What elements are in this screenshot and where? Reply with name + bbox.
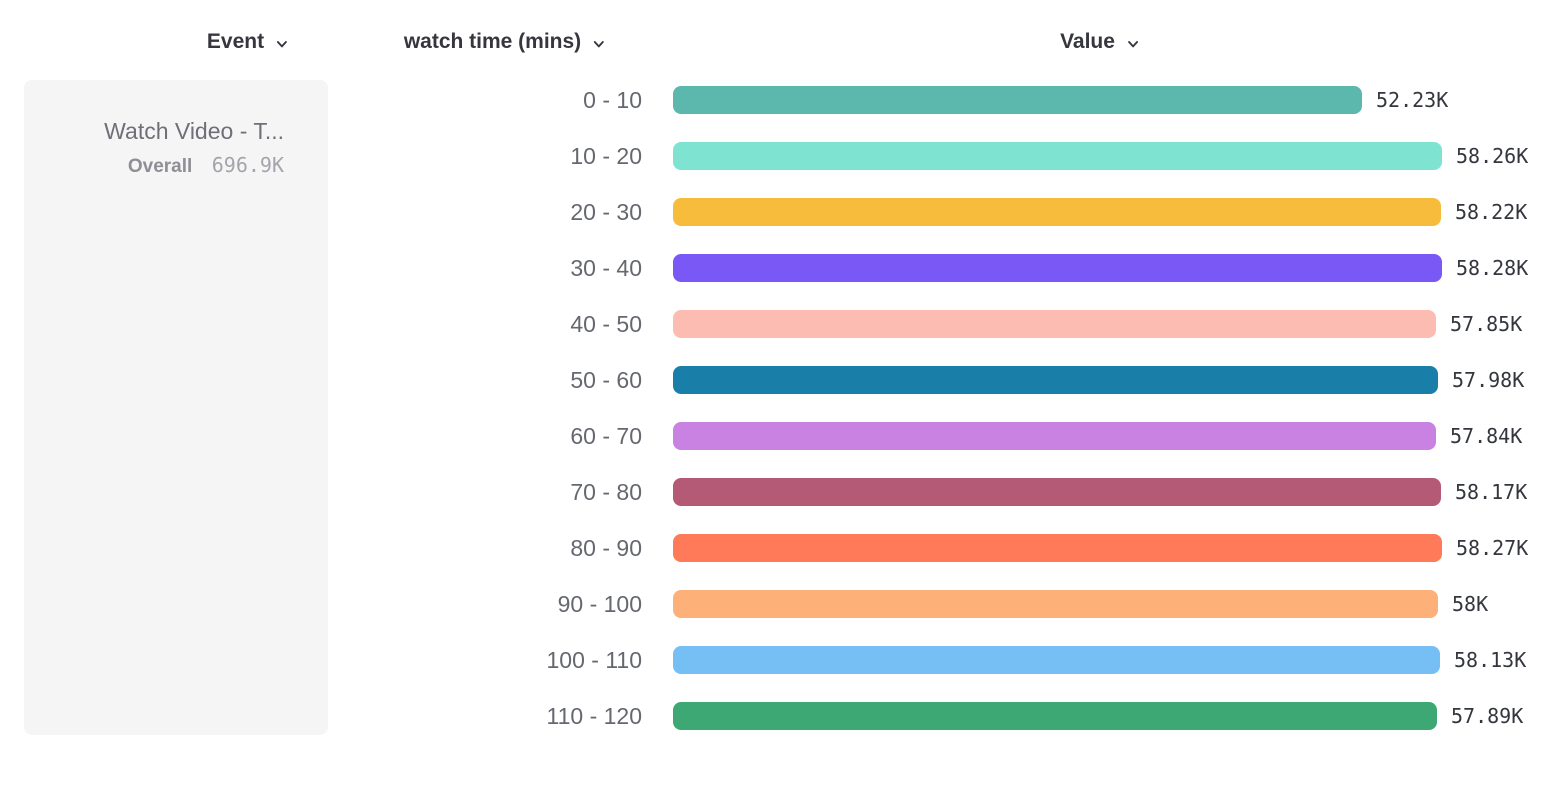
bucket-label: 20 - 30 [570,199,642,225]
value-bar[interactable] [673,86,1362,114]
value-bar[interactable] [673,422,1436,450]
value-header-label: Value [1060,30,1115,53]
value-label: 58K [1452,592,1489,616]
value-label: 58.17K [1455,480,1528,504]
bucket-label: 30 - 40 [570,255,642,281]
chart-row: 70 - 80 58.17K [0,478,1568,506]
value-label: 58.13K [1454,648,1527,672]
bucket-label: 70 - 80 [570,479,642,505]
event-title: Watch Video - T... [104,118,284,144]
value-label: 57.89K [1451,704,1524,728]
event-header-label: Event [206,30,265,53]
chart-row: 0 - 10 52.23K [0,86,1568,114]
bucket-label: 50 - 60 [570,367,642,393]
value-bar[interactable] [673,478,1441,506]
value-label: 57.98K [1452,368,1525,392]
value-bar[interactable] [673,702,1437,730]
overall-label: Overall [127,156,193,177]
bucket-label: 60 - 70 [570,423,642,449]
value-bar[interactable] [673,310,1436,338]
value-label: 58.26K [1456,144,1529,168]
value-bar[interactable] [673,142,1442,170]
value-label: 57.84K [1450,424,1523,448]
chart-row: 60 - 70 57.84K [0,422,1568,450]
value-column-header[interactable]: Value [1060,27,1140,57]
value-bar[interactable] [673,590,1438,618]
value-bar[interactable] [673,534,1442,562]
bucket-label: 90 - 100 [557,591,642,617]
chevron-down-icon [275,37,289,51]
bucket-label: 100 - 110 [546,647,642,673]
breakdown-header-label: watch time (mins) [403,30,582,53]
value-bar[interactable] [673,254,1442,282]
value-label: 52.23K [1376,88,1449,112]
chart-row: 100 - 110 58.13K [0,646,1568,674]
chevron-down-icon [592,37,606,51]
bucket-label: 80 - 90 [570,535,642,561]
event-card[interactable]: Watch Video - T... Overall 696.9K [24,80,328,735]
value-bar[interactable] [673,646,1440,674]
event-column-header[interactable]: Event [207,27,289,57]
value-bar[interactable] [673,366,1438,394]
value-label: 58.22K [1455,200,1528,224]
chart-row: 80 - 90 58.27K [0,534,1568,562]
chart-row: 50 - 60 57.98K [0,366,1568,394]
value-bar[interactable] [673,198,1441,226]
overall-value: 696.9K [211,153,284,177]
bucket-label: 40 - 50 [570,311,642,337]
value-label: 57.85K [1450,312,1523,336]
chart-row: 10 - 20 58.26K [0,142,1568,170]
breakdown-column-header[interactable]: watch time (mins) [404,27,606,57]
chevron-down-icon [1126,37,1140,51]
event-overall-line: Overall 696.9K [44,153,284,178]
chart-row: 20 - 30 58.22K [0,198,1568,226]
chart-row: 40 - 50 57.85K [0,310,1568,338]
value-label: 58.28K [1456,256,1529,280]
bucket-label: 10 - 20 [570,143,642,169]
bucket-label: 110 - 120 [546,703,642,729]
chart-row: 30 - 40 58.28K [0,254,1568,282]
value-label: 58.27K [1456,536,1529,560]
chart-row: 90 - 100 58K [0,590,1568,618]
chart-row: 110 - 120 57.89K [0,702,1568,730]
bucket-label: 0 - 10 [583,87,642,113]
